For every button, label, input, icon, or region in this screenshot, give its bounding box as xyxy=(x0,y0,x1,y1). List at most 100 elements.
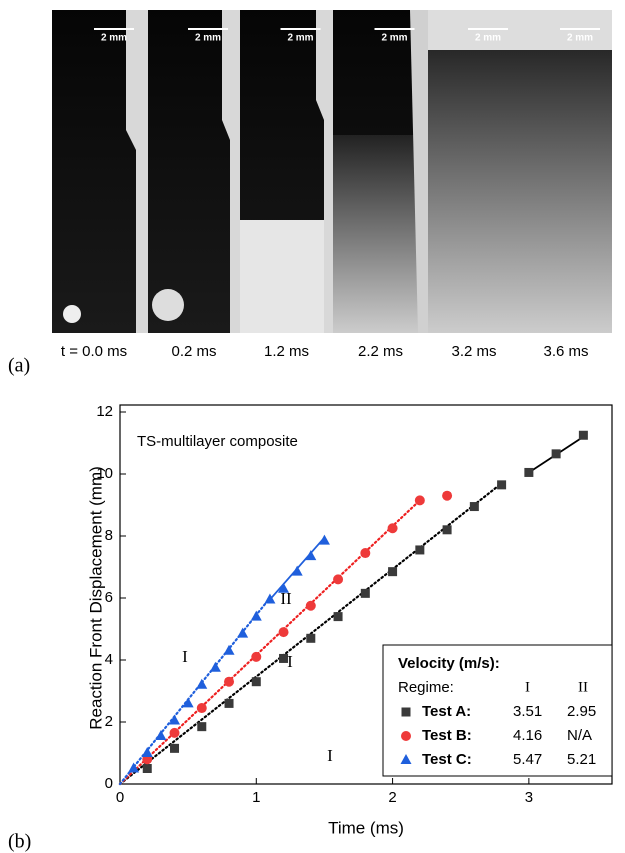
fit-line xyxy=(118,499,421,786)
data-point xyxy=(169,727,180,738)
regime-label: II xyxy=(280,589,292,608)
time-label: 0.2 ms xyxy=(171,343,216,360)
legend-value: 3.51 xyxy=(513,703,542,720)
y-axis-label: Reaction Front Displacement (mm) xyxy=(86,466,105,730)
legend-marker xyxy=(401,731,411,741)
data-point xyxy=(305,600,316,611)
data-point xyxy=(237,627,249,638)
x-tick-label: 2 xyxy=(388,789,396,806)
legend-label: Test C: xyxy=(422,751,472,768)
x-axis-label: Time (ms) xyxy=(328,818,404,837)
time-label: 1.2 ms xyxy=(264,343,309,360)
data-point xyxy=(224,676,235,687)
data-point xyxy=(442,525,452,535)
data-point xyxy=(305,550,317,561)
data-point xyxy=(224,698,234,708)
scale-label: 2 mm xyxy=(101,33,127,44)
data-point xyxy=(169,714,181,725)
legend-value: 5.47 xyxy=(513,751,542,768)
image-region xyxy=(222,10,240,333)
time-label: 3.6 ms xyxy=(543,343,588,360)
legend-header: I xyxy=(525,679,530,695)
data-point xyxy=(333,612,343,622)
plot-frame xyxy=(119,404,613,785)
scale-label: 2 mm xyxy=(195,33,221,44)
legend-marker xyxy=(401,707,411,717)
image-region xyxy=(520,40,612,333)
data-point xyxy=(251,677,261,687)
data-point xyxy=(278,582,290,593)
time-label: 2.2 ms xyxy=(358,343,403,360)
legend-title: Velocity (m/s): xyxy=(398,655,500,672)
image-region xyxy=(316,10,333,333)
regime-label: I xyxy=(327,746,333,765)
data-point xyxy=(578,430,588,440)
y-tick-label: 8 xyxy=(105,527,113,544)
scale-label: 2 mm xyxy=(381,33,407,44)
scale-label: 2 mm xyxy=(475,33,501,44)
regime-label: I xyxy=(182,647,188,666)
annotation: TS-multilayer composite xyxy=(137,433,298,450)
legend-value: 5.21 xyxy=(567,751,596,768)
time-label: 3.2 ms xyxy=(451,343,496,360)
legend-header: Regime: xyxy=(398,679,454,696)
data-point xyxy=(128,762,140,773)
legend-value: 2.95 xyxy=(567,703,596,720)
data-point xyxy=(414,495,425,506)
legend-box xyxy=(382,644,613,777)
image-region xyxy=(240,220,333,333)
y-tick-label: 10 xyxy=(96,465,113,482)
data-point xyxy=(250,610,262,621)
image-region xyxy=(333,135,428,333)
data-point xyxy=(551,449,561,459)
data-point xyxy=(196,678,208,689)
data-point xyxy=(141,747,153,757)
x-tick-label: 3 xyxy=(525,789,533,806)
y-tick-label: 2 xyxy=(105,713,113,730)
data-point xyxy=(196,703,207,714)
data-point xyxy=(279,653,289,663)
time-label: t = 0.0 ms xyxy=(61,343,127,360)
data-point xyxy=(291,565,303,576)
y-tick-label: 6 xyxy=(105,589,113,606)
data-point xyxy=(170,743,180,753)
data-point xyxy=(360,548,371,559)
data-point xyxy=(469,502,479,512)
panel-label: (b) xyxy=(8,831,31,853)
data-point xyxy=(142,764,152,773)
data-point xyxy=(223,644,235,655)
data-point xyxy=(497,480,507,490)
image-region xyxy=(410,10,428,333)
regime-label: I xyxy=(287,652,293,671)
legend-label: Test A: xyxy=(422,703,471,720)
data-point xyxy=(360,588,370,598)
data-point xyxy=(264,593,276,604)
data-point xyxy=(387,523,398,534)
fit-line xyxy=(118,482,503,786)
data-point xyxy=(306,633,316,643)
data-point xyxy=(442,490,453,501)
image-region xyxy=(152,289,184,321)
legend-header: II xyxy=(578,679,588,695)
legend-value: N/A xyxy=(567,727,592,744)
data-point xyxy=(182,697,194,708)
x-tick-label: 1 xyxy=(252,789,260,806)
data-point xyxy=(209,661,221,672)
data-point xyxy=(155,729,167,740)
scale-label: 2 mm xyxy=(287,33,313,44)
panel-label: (a) xyxy=(8,355,30,377)
y-tick-label: 4 xyxy=(105,651,113,668)
data-point xyxy=(388,567,398,577)
legend-label: Test B: xyxy=(422,727,472,744)
data-point xyxy=(251,651,262,662)
y-tick-label: 0 xyxy=(105,775,113,792)
image-strip xyxy=(52,10,612,333)
data-point xyxy=(333,574,344,585)
data-point xyxy=(197,722,207,732)
scale-label: 2 mm xyxy=(567,33,593,44)
image-region xyxy=(126,10,148,333)
x-tick-label: 0 xyxy=(116,789,124,806)
data-point xyxy=(415,545,425,555)
data-point xyxy=(278,627,289,638)
